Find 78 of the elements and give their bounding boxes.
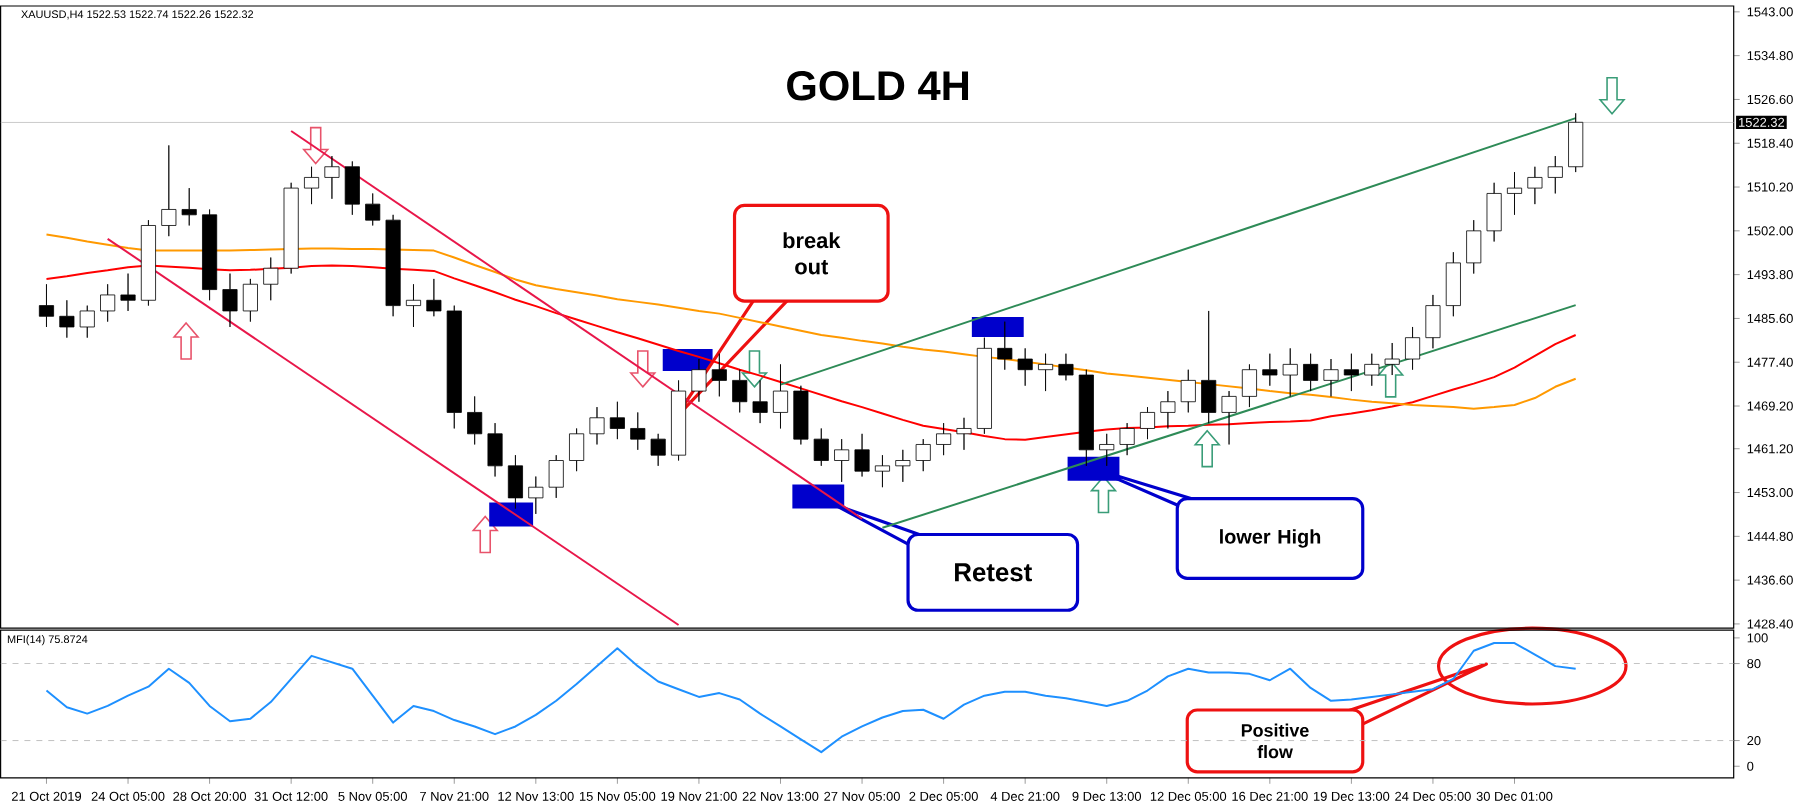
candlestick <box>1201 310 1217 424</box>
candlestick <box>1323 358 1339 397</box>
candlestick <box>609 401 625 440</box>
candlestick <box>874 454 890 488</box>
candlestick <box>263 256 279 301</box>
candlestick <box>752 379 768 424</box>
candlestick <box>1282 347 1298 397</box>
candlestick <box>161 144 177 237</box>
candlestick <box>344 160 360 216</box>
candlestick <box>793 385 809 445</box>
candlestick <box>1568 112 1584 173</box>
candlestick <box>569 427 585 472</box>
candlestick <box>711 353 727 397</box>
candlestick <box>100 283 116 322</box>
candlestick <box>487 422 503 477</box>
candlestick <box>120 272 136 312</box>
candlestick <box>1527 166 1543 205</box>
candlestick <box>936 422 952 456</box>
candlestick <box>1160 390 1176 429</box>
candlestick <box>426 278 442 317</box>
candlestick <box>1180 369 1196 413</box>
candlestick <box>630 411 646 451</box>
candlestick <box>1241 363 1257 408</box>
candlestick <box>854 433 870 477</box>
annotation: lower High <box>1220 528 1321 548</box>
candlestick <box>589 406 605 445</box>
candlestick <box>650 433 666 467</box>
annotation: break out <box>783 231 841 275</box>
candlestick <box>385 214 401 317</box>
candlestick <box>365 192 381 226</box>
candlestick <box>1221 390 1237 445</box>
candlestick <box>181 187 197 226</box>
candlestick <box>446 305 462 429</box>
candlestick <box>976 337 992 435</box>
candlestick <box>283 182 299 274</box>
candlestick <box>1058 353 1074 381</box>
candlestick <box>1303 353 1319 392</box>
candlestick <box>997 321 1013 370</box>
candlestick <box>1405 326 1421 370</box>
candlestick <box>1466 219 1482 274</box>
candlestick <box>1486 182 1502 242</box>
candlestick <box>1038 353 1054 392</box>
candlestick <box>915 438 931 472</box>
candlestick <box>772 363 789 429</box>
candlestick <box>1017 347 1033 386</box>
candlestick <box>222 272 238 328</box>
candlestick <box>1547 155 1563 194</box>
candlestick <box>59 299 75 338</box>
candlestick <box>813 427 829 467</box>
candlestick <box>405 283 422 328</box>
candlestick <box>242 278 258 322</box>
candlestick <box>1445 251 1461 317</box>
candlestick <box>834 438 850 483</box>
candlestick <box>528 475 544 515</box>
candlestick <box>895 449 911 483</box>
candlestick <box>1078 369 1094 467</box>
candlestick <box>324 155 340 199</box>
candlestick <box>1425 294 1441 349</box>
candlestick <box>304 166 320 205</box>
candlestick <box>1343 353 1359 392</box>
candlestick <box>956 417 972 451</box>
candlestick <box>467 395 483 445</box>
candlestick <box>140 219 156 306</box>
candlestick <box>1099 433 1115 467</box>
candlestick <box>202 208 218 301</box>
candlestick <box>691 358 707 402</box>
candlestick <box>548 454 564 499</box>
candlestick <box>38 283 55 328</box>
candlestick <box>1506 171 1523 216</box>
candlestick <box>1139 406 1156 440</box>
candlestick <box>1119 422 1135 456</box>
candlestick <box>507 454 523 509</box>
annotation: Retest <box>955 563 1032 582</box>
candlestick <box>1262 353 1278 386</box>
text: GOLD 4H <box>787 70 969 101</box>
annotation: Positive flow <box>1241 723 1309 759</box>
candlestick <box>79 305 95 338</box>
candlestick <box>732 369 748 413</box>
